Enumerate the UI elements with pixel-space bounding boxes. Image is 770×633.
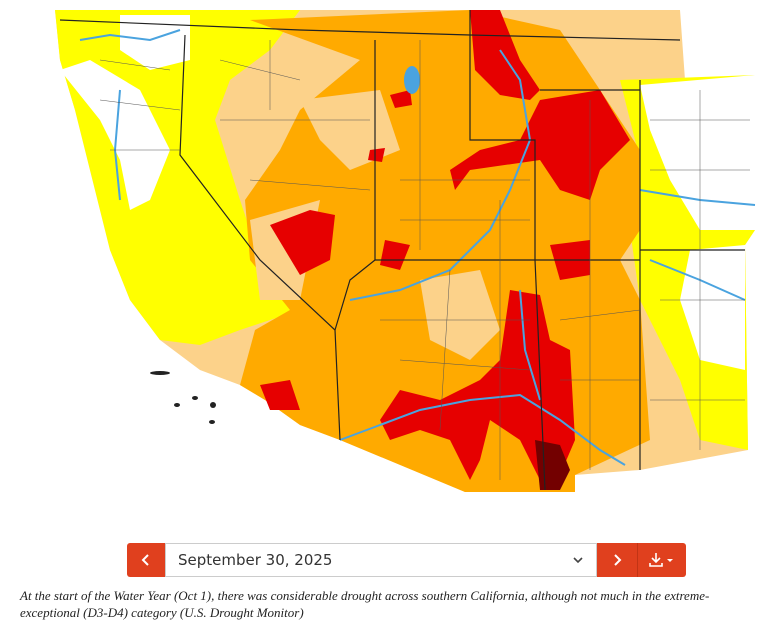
island [209, 420, 215, 424]
island [210, 402, 216, 408]
white-area-ne [640, 75, 755, 230]
island [192, 396, 198, 400]
state-lines [59, 10, 745, 491]
red-area [260, 380, 300, 410]
lake [404, 66, 420, 94]
chevron-left-icon [141, 554, 149, 566]
caption: At the start of the Water Year (Oct 1), … [20, 588, 710, 620]
download-button[interactable] [637, 543, 686, 577]
white-area-n [120, 15, 190, 70]
red-area [368, 148, 385, 162]
map-layers [55, 10, 755, 492]
download-icon [649, 553, 673, 567]
chevron-right-icon [614, 554, 622, 566]
county-border [269, 40, 701, 480]
island [174, 403, 180, 407]
county-lines [99, 40, 750, 480]
islands [150, 371, 216, 424]
island [150, 371, 170, 375]
drought-map [55, 10, 756, 492]
red-area [270, 210, 335, 275]
state-border [334, 249, 745, 331]
red-area [380, 290, 575, 480]
state-border [59, 19, 681, 441]
state-border [374, 10, 641, 491]
river [519, 289, 541, 401]
red-area [470, 10, 540, 100]
white-area-nw [60, 60, 170, 210]
white-area-e [680, 245, 745, 370]
date-controls: September 30, 2025 [127, 543, 686, 577]
next-button[interactable] [597, 543, 637, 577]
dropdown-icon [573, 557, 583, 564]
date-select[interactable]: September 30, 2025 [165, 543, 597, 577]
previous-button[interactable] [127, 543, 165, 577]
red-area [390, 90, 412, 108]
red-area [380, 240, 410, 270]
river [339, 393, 626, 466]
date-value: September 30, 2025 [178, 551, 333, 569]
red-area [450, 90, 630, 200]
tan-area [420, 270, 500, 360]
